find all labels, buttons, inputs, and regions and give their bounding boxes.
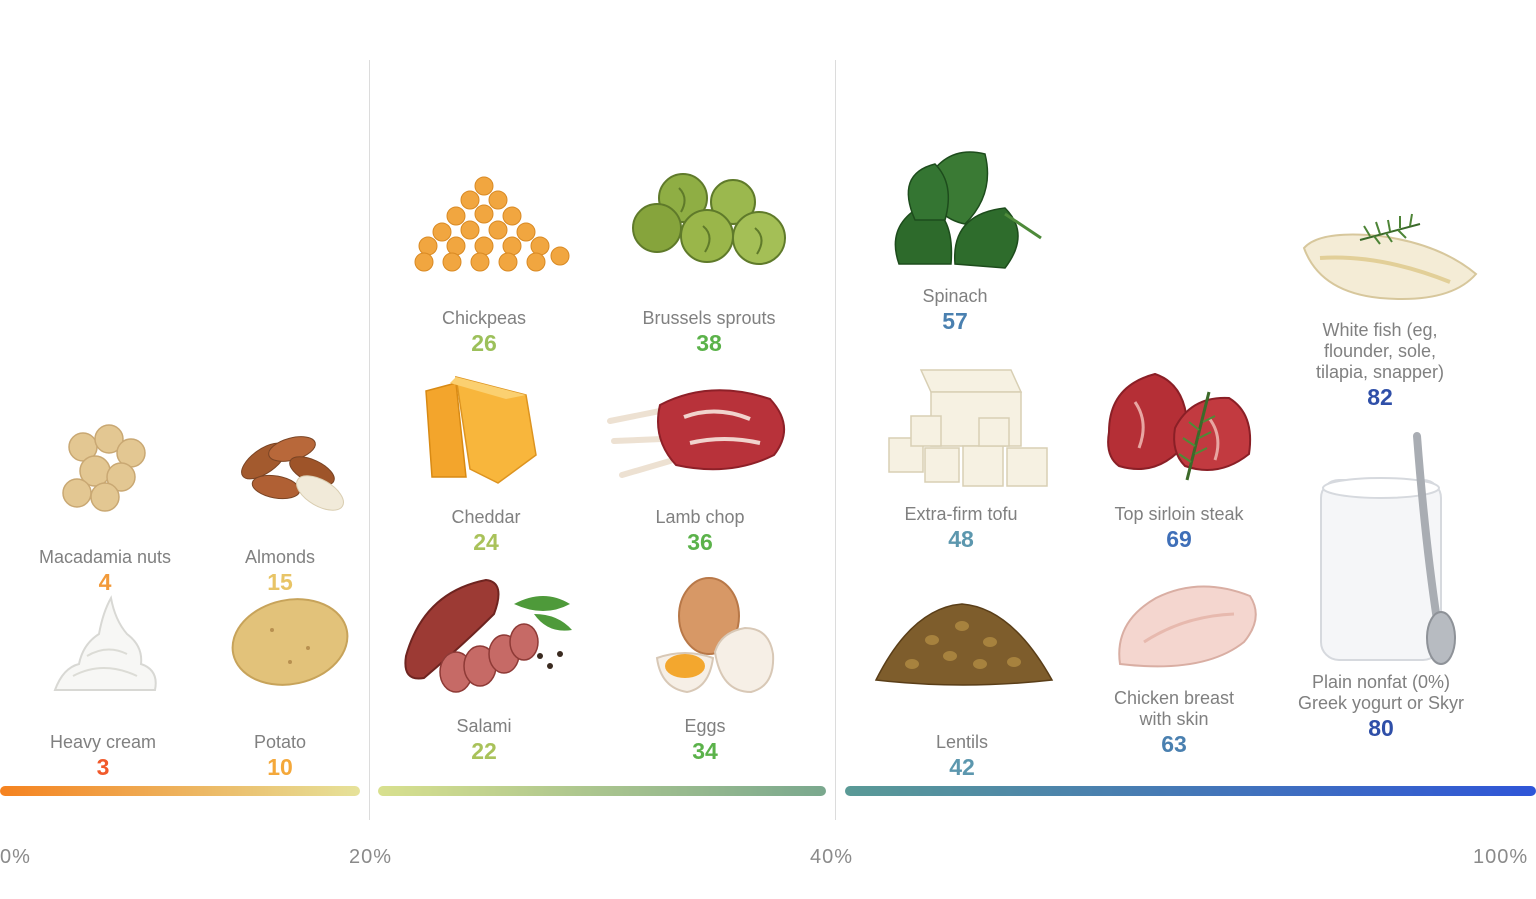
axis-label-40: 40%	[810, 846, 854, 868]
food-name: Lamb chop	[655, 507, 745, 527]
food-chickpeas: Chickpeas 26	[374, 166, 594, 356]
food-value: 63	[1161, 731, 1187, 757]
food-value: 15	[267, 569, 293, 595]
divider-40	[835, 60, 836, 820]
food-name: Extra-firm tofu	[904, 504, 1018, 524]
food-value: 26	[471, 330, 497, 356]
food-value: 38	[696, 330, 722, 356]
almonds-icon	[241, 436, 344, 511]
food-name: Brussels sprouts	[642, 308, 776, 328]
food-tofu: Extra-firm tofu 48	[851, 362, 1071, 552]
steak-icon	[1107, 372, 1252, 481]
axis-label-100: 100%	[1473, 846, 1529, 868]
axis-label-0: 0%	[0, 846, 31, 868]
macadamia-nuts-icon	[62, 424, 146, 512]
whipped-cream-icon	[53, 595, 157, 691]
food-value: 80	[1368, 715, 1394, 741]
food-sirloin: Top sirloin steak 69	[1069, 362, 1289, 552]
tofu-icon	[888, 369, 1048, 487]
food-spinach: Spinach 57	[845, 144, 1065, 334]
food-heavy-cream: Heavy cream 3	[0, 590, 213, 780]
cheddar-icon	[425, 375, 537, 484]
food-value: 34	[692, 738, 718, 764]
food-name: Top sirloin steak	[1114, 504, 1244, 524]
food-lentils: Lentils 42	[852, 590, 1072, 780]
food-value: 82	[1367, 384, 1393, 410]
food-value: 24	[473, 529, 499, 555]
chickpeas-icon	[414, 176, 570, 272]
lamb-chop-icon	[607, 389, 786, 478]
food-value: 48	[948, 526, 974, 552]
spinach-icon	[894, 151, 1042, 269]
food-name: Lentils	[935, 732, 989, 752]
food-brussels-sprouts: Brussels sprouts 38	[599, 166, 819, 356]
food-chicken-breast: Chicken breast with skin 63	[1064, 546, 1284, 757]
food-cheddar: Cheddar 24	[376, 365, 596, 555]
food-value: 10	[267, 754, 293, 780]
food-value: 22	[471, 738, 497, 764]
food-name: Heavy cream	[49, 732, 157, 752]
food-yogurt: Plain nonfat (0%) Greek yogurt or Skyr 8…	[1271, 430, 1491, 741]
food-name: Chickpeas	[441, 308, 527, 328]
divider-20	[369, 60, 370, 820]
food-lamb-chop: Lamb chop 36	[590, 365, 810, 555]
food-value: 36	[687, 529, 713, 555]
potato-icon	[231, 598, 349, 686]
food-value: 57	[942, 308, 968, 334]
lentils-icon	[874, 603, 1054, 686]
band-bar-20-40	[378, 786, 826, 796]
food-name: Cheddar	[451, 507, 521, 527]
food-name: Salami	[456, 716, 512, 736]
food-almonds: Almonds 15	[170, 405, 390, 595]
food-eggs: Eggs 34	[595, 574, 815, 764]
food-name: Potato	[253, 732, 307, 752]
axis-label-20: 20%	[349, 846, 393, 868]
band-bar-0-20	[0, 786, 360, 796]
food-value: 4	[98, 569, 112, 595]
eggs-icon	[655, 577, 775, 694]
brussels-sprouts-icon	[632, 173, 786, 265]
food-name: Eggs	[684, 716, 726, 736]
food-value: 42	[949, 754, 975, 780]
yogurt-jar-icon	[1320, 432, 1456, 665]
food-value: 69	[1166, 526, 1192, 552]
food-macadamia: Macadamia nuts 4	[0, 405, 215, 595]
food-white-fish: White fish (eg, flounder, sole, tilapia,…	[1270, 178, 1490, 410]
food-name: Macadamia nuts	[38, 547, 172, 567]
food-potato: Potato 10	[170, 590, 390, 780]
food-name: Almonds	[244, 547, 316, 567]
food-name: Spinach	[922, 286, 988, 306]
white-fish-icon	[1302, 213, 1478, 300]
food-salami: Salami 22	[374, 574, 594, 764]
food-value: 3	[96, 754, 110, 780]
food-name: White fish (eg, flounder, sole, tilapia,…	[1315, 320, 1445, 382]
food-name: Chicken breast with skin	[1113, 688, 1235, 729]
salami-icon	[404, 578, 572, 693]
band-bar-40-100	[845, 786, 1536, 796]
chicken-breast-icon	[1118, 585, 1257, 668]
food-name: Plain nonfat (0%) Greek yogurt or Skyr	[1297, 672, 1465, 713]
